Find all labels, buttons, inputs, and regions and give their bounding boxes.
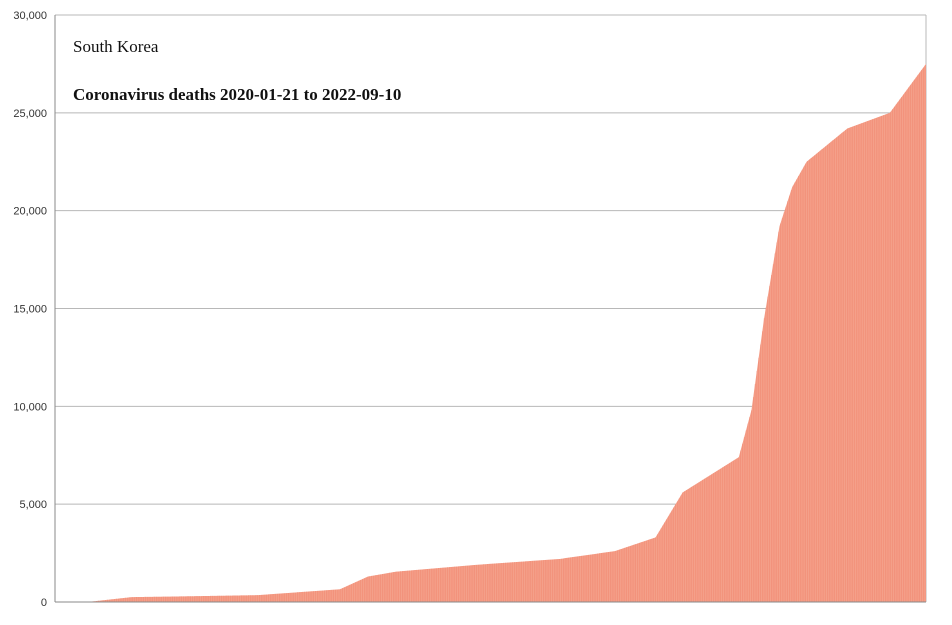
deaths-area (55, 63, 926, 603)
y-tick-label: 10,000 (13, 401, 47, 413)
y-tick-label: 5,000 (19, 499, 47, 511)
y-tick-labels: 0 5,000 10,000 15,000 20,000 25,000 30,000 (13, 10, 47, 609)
y-tick-label: 30,000 (13, 10, 47, 22)
data-bars (55, 63, 926, 603)
chart-title: South Korea (73, 37, 159, 56)
chart-subtitle: Coronavirus deaths 2020-01-21 to 2022-09… (73, 85, 401, 104)
y-tick-label: 15,000 (13, 304, 47, 316)
y-tick-label: 25,000 (13, 108, 47, 120)
axes (54, 15, 926, 603)
y-tick-label: 0 (41, 597, 47, 609)
y-tick-label: 20,000 (13, 206, 47, 218)
